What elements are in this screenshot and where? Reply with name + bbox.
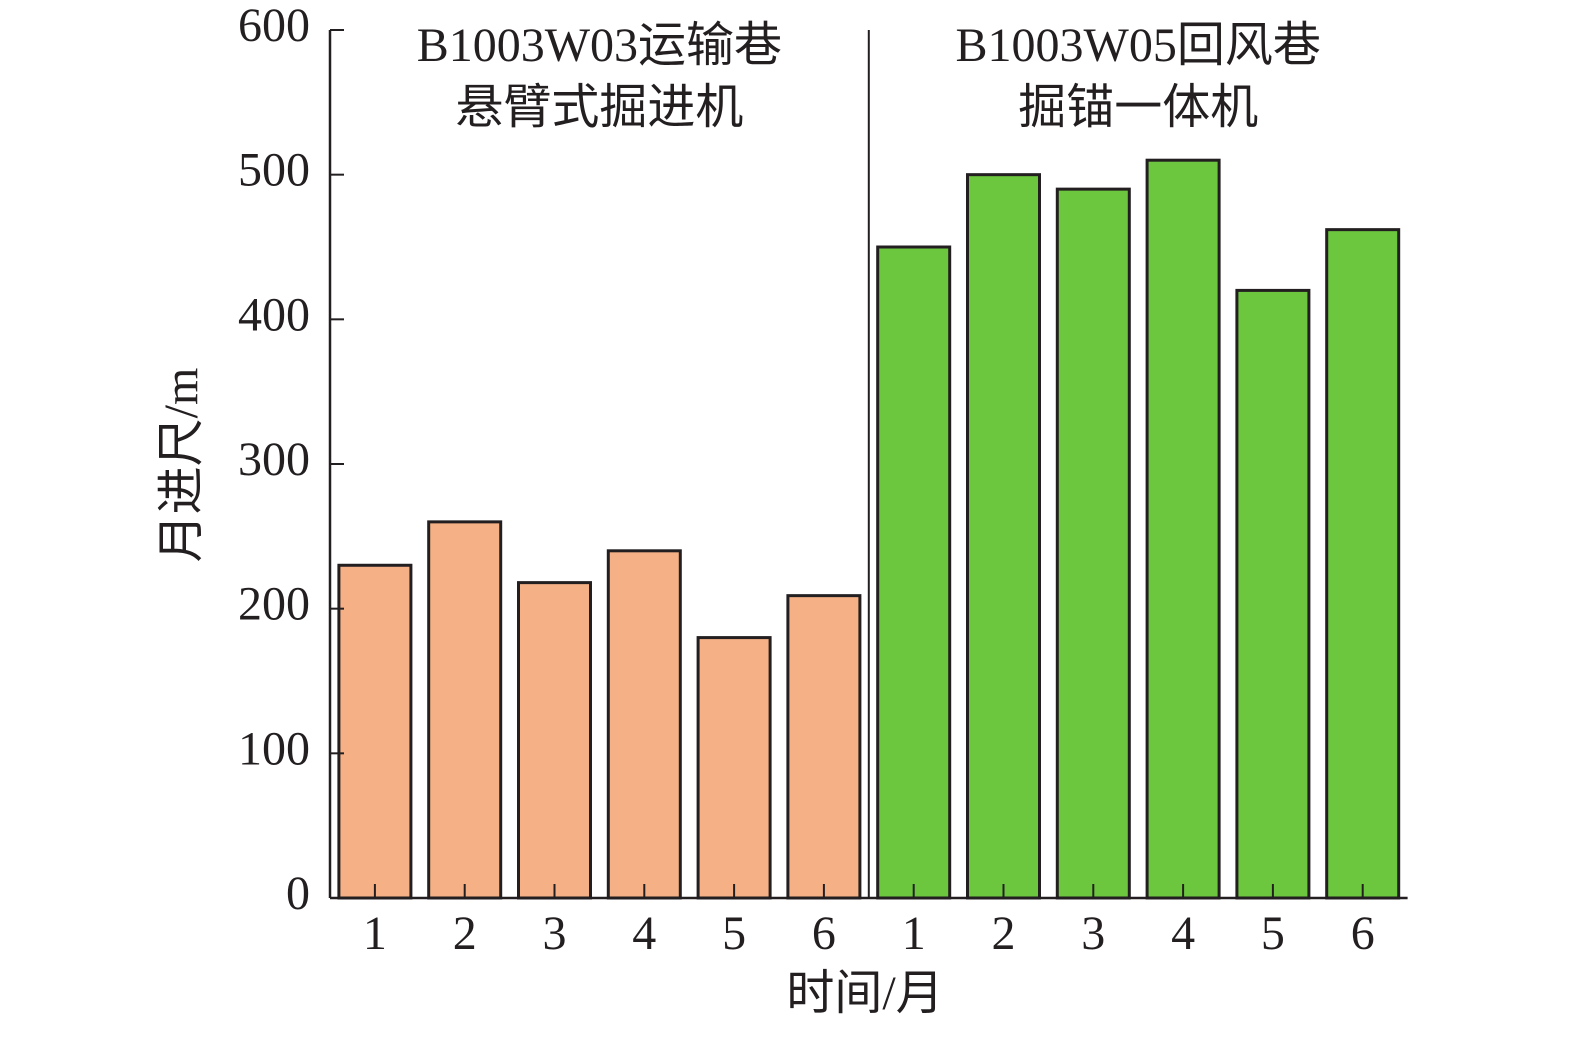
bar	[1145, 158, 1221, 900]
x-tick-label: 3	[543, 907, 567, 960]
x-tick-label: 6	[812, 907, 836, 960]
y-tick-label: 600	[238, 0, 310, 52]
bar	[1235, 288, 1311, 900]
y-tick-label: 300	[238, 433, 310, 486]
group-label: 悬臂式掘进机	[455, 81, 743, 134]
bar	[966, 173, 1041, 900]
bar	[427, 520, 503, 900]
x-tick-label: 6	[1351, 907, 1375, 960]
y-tick-label: 200	[238, 578, 310, 631]
group-label: B1003W03运输巷	[417, 19, 782, 72]
bar	[337, 563, 413, 900]
bar	[696, 636, 772, 900]
bar	[1325, 228, 1401, 900]
y-axis-label: 月进尺/m	[155, 368, 208, 563]
x-tick-label: 4	[1171, 907, 1195, 960]
x-tick-label: 5	[722, 907, 746, 960]
bar	[606, 549, 682, 900]
y-tick-label: 100	[238, 722, 310, 775]
x-axis-label: 时间/月	[786, 967, 943, 1020]
y-tick-label: 0	[286, 867, 310, 920]
x-tick-label: 1	[363, 907, 387, 960]
x-tick-label: 2	[453, 907, 477, 960]
group-label: 掘锚一体机	[1018, 81, 1258, 134]
bar	[876, 245, 952, 900]
x-tick-label: 1	[902, 907, 926, 960]
group-label: B1003W05回风巷	[956, 19, 1321, 72]
x-tick-label: 4	[632, 907, 656, 960]
x-tick-label: 3	[1081, 907, 1105, 960]
x-tick-label: 5	[1261, 907, 1285, 960]
y-tick-label: 500	[238, 144, 310, 197]
bar	[786, 594, 862, 900]
y-tick-label: 400	[238, 288, 310, 341]
x-tick-label: 2	[992, 907, 1016, 960]
bar	[1055, 187, 1131, 900]
bar	[517, 581, 592, 900]
